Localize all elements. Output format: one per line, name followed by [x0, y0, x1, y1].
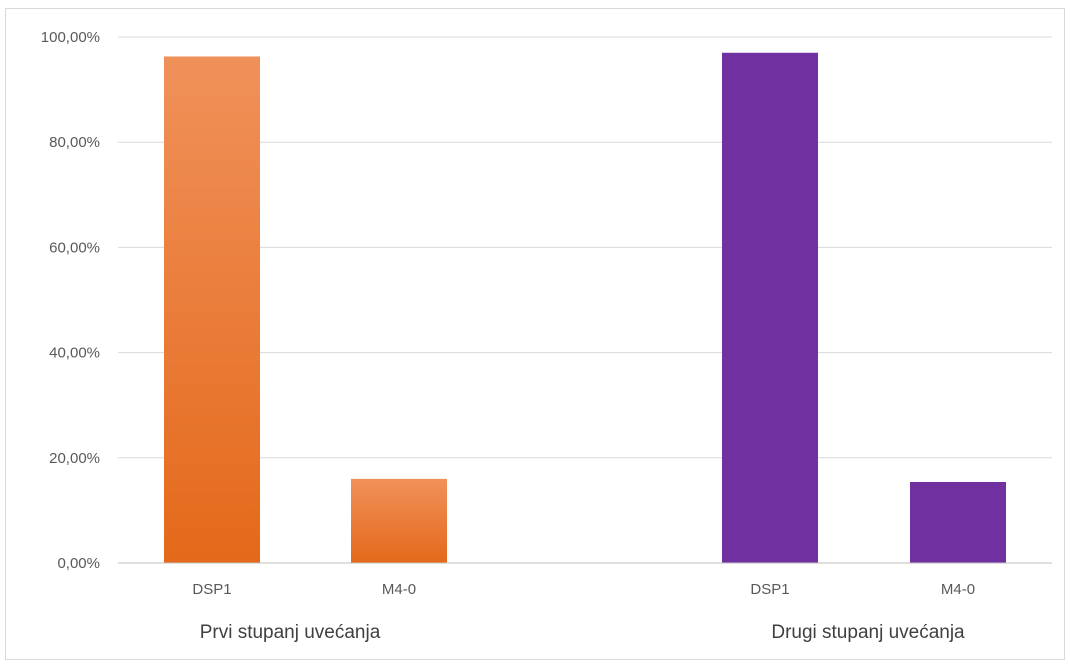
x-category-label: DSP1: [192, 581, 231, 598]
x-group-label: Prvi stupanj uvećanja: [200, 622, 381, 643]
x-category-label: M4-0: [382, 581, 416, 598]
bar-dsp1-group-1: [164, 56, 260, 563]
y-tick-label: 40,00%: [49, 345, 100, 362]
x-category-label: M4-0: [941, 581, 975, 598]
bar-dsp1-group-2: [722, 52, 818, 563]
x-axis-labels: DSP1 M4-0 Prvi stupanj uvećanja DSP1 M4-0 Dru…: [192, 581, 975, 643]
bars: [164, 52, 1006, 563]
y-tick-label: 80,00%: [49, 134, 100, 151]
y-axis-tick-labels: 0,00% 20,00% 40,00% 60,00% 80,00% 100,00%: [41, 29, 100, 572]
bar-m4-0-group-2: [910, 481, 1006, 563]
y-tick-label: 20,00%: [49, 450, 100, 467]
y-tick-label: 60,00%: [49, 239, 100, 256]
bar-m4-0-group-1: [351, 478, 447, 563]
y-tick-label: 0,00%: [57, 555, 100, 572]
x-group-label: Drugi stupanj uvećanja: [771, 622, 965, 643]
gridlines: [118, 36, 1052, 459]
x-category-label: DSP1: [750, 581, 789, 598]
y-tick-label: 100,00%: [41, 29, 100, 46]
